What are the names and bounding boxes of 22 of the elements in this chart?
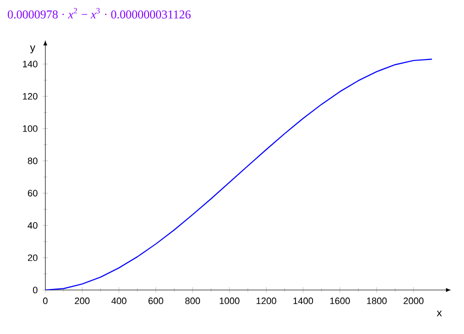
x-tick-label: 1600 [330, 298, 350, 304]
y-tick-label: 120 [23, 93, 38, 100]
x-tick-label: 600 [148, 298, 164, 304]
x-axis-title: x [436, 310, 442, 316]
y-tick-label: 20 [28, 254, 38, 262]
x-tick-label: 2000 [404, 298, 424, 304]
y-tick-label: 100 [23, 125, 38, 132]
y-tick-label: 140 [23, 60, 38, 68]
chart-title: 0.0000978 · x$^{2}$ − x$^{3}$ · 0.000000031126 [8, 8, 191, 19]
y-tick-label: 40 [28, 222, 38, 229]
x-tick-label: 1400 [293, 298, 314, 304]
x-tick-label: 1000 [220, 298, 240, 304]
x-tick-label: 400 [111, 298, 126, 304]
y-axis-title: y [30, 45, 36, 54]
y-tick-label: 60 [28, 190, 38, 196]
x-tick-label: 1800 [367, 298, 387, 304]
y-tick-label: 0 [32, 286, 38, 294]
x-tick-label: 200 [74, 298, 90, 304]
x-tick-label: 1200 [256, 298, 276, 304]
x-tick-label: 800 [185, 298, 200, 304]
x-tick-label: 0 [43, 298, 48, 304]
y-tick-label: 80 [28, 158, 38, 164]
